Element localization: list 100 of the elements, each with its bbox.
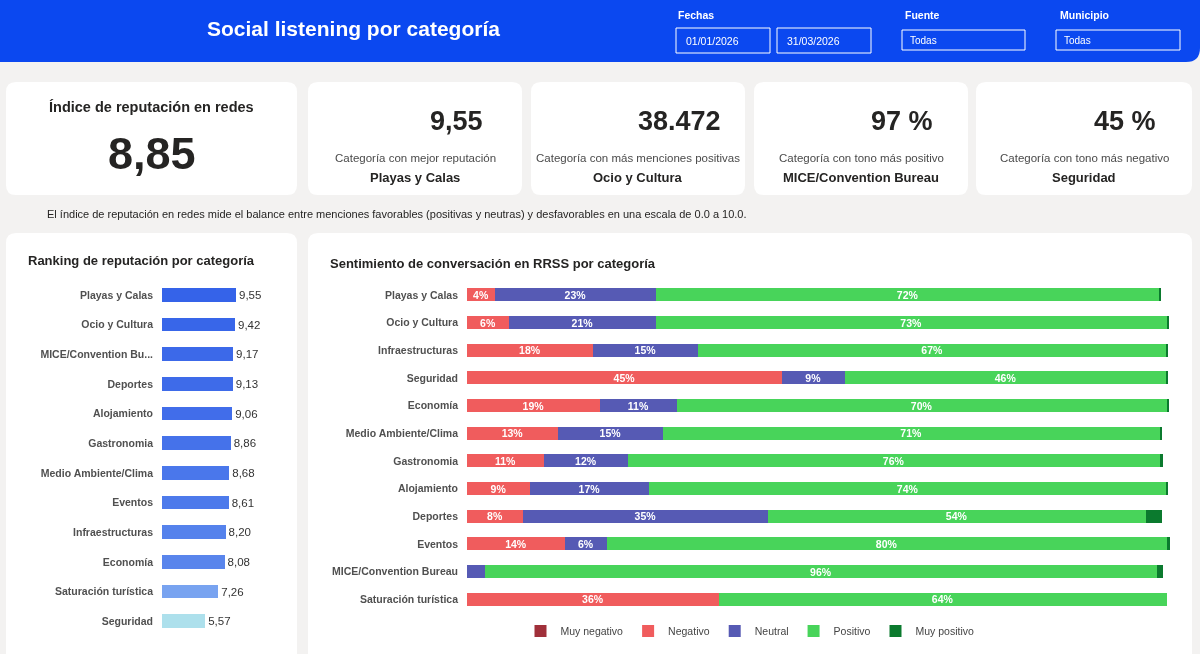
text: Categoría con mejor reputación xyxy=(335,152,497,164)
text: 31/03/2026 xyxy=(787,35,840,47)
data-label: 18% xyxy=(519,344,541,357)
data-label: 8,86 xyxy=(233,437,257,450)
bar xyxy=(162,436,231,451)
y-tick-label: MICE/Convention Bureau xyxy=(331,565,458,578)
data-label: 6% xyxy=(480,316,496,329)
data-label: 9,17 xyxy=(236,348,259,361)
data-label: 12% xyxy=(575,454,597,467)
data-label: 70% xyxy=(910,399,933,412)
data-label: 9% xyxy=(805,371,822,384)
bar xyxy=(467,399,600,412)
bar xyxy=(627,454,1160,468)
bar xyxy=(557,426,663,440)
y-tick-label: Eventos xyxy=(112,496,154,509)
bar xyxy=(529,482,649,495)
y-tick-label: Saturación turística xyxy=(359,592,459,605)
text: MICE/Convention Bureau xyxy=(783,170,940,185)
text: 9,55 xyxy=(430,106,483,136)
bar xyxy=(162,406,233,421)
text: Municipio xyxy=(1060,9,1109,21)
chart-title: Ranking de reputación por categoría xyxy=(28,253,255,268)
data-label: 54% xyxy=(945,510,968,523)
bar xyxy=(485,565,1157,578)
legend-label: Muy positivo xyxy=(915,625,975,638)
bar xyxy=(162,525,226,540)
bar xyxy=(162,584,219,599)
bar xyxy=(162,347,234,362)
y-tick-label: Economía xyxy=(407,399,459,412)
legend-label: Neutral xyxy=(754,625,789,638)
data-label: 23% xyxy=(564,288,587,301)
bar xyxy=(655,288,1160,302)
text: 01/01/2026 xyxy=(686,35,739,47)
y-tick-label: Deportes xyxy=(107,377,154,390)
bar xyxy=(162,317,235,332)
bar xyxy=(1145,509,1163,523)
chart-title: Sentimiento de conversación en RRSS por categoría xyxy=(330,256,656,271)
bar xyxy=(676,399,1167,412)
data-label: 17% xyxy=(578,482,601,495)
bar xyxy=(494,288,656,302)
data-label: 21% xyxy=(571,316,594,329)
bar xyxy=(1166,316,1169,329)
data-label: 45% xyxy=(613,371,636,384)
y-tick-label: Medio Ambiente/Clima xyxy=(345,426,459,439)
data-label: 71% xyxy=(900,427,923,440)
data-label: 9,06 xyxy=(235,407,258,420)
text: Categoría con más menciones positivas xyxy=(536,152,741,164)
y-tick-label: Ocio y Cultura xyxy=(81,318,154,331)
y-tick-label: Playas y Calas xyxy=(385,288,459,301)
y-tick-label: Gastronomia xyxy=(393,454,459,467)
text: 8,85 xyxy=(108,128,196,179)
y-tick-label: Deportes xyxy=(412,509,459,522)
data-label: 5,57 xyxy=(208,615,231,628)
bar xyxy=(648,482,1167,495)
data-label: 4% xyxy=(473,288,489,301)
data-label: 35% xyxy=(634,510,657,523)
y-tick-label: Ocio y Cultura xyxy=(386,316,459,329)
y-tick-label: Gastronomia xyxy=(88,436,154,449)
legend-label: Negativo xyxy=(668,625,710,638)
text: Seguridad xyxy=(1052,170,1116,185)
y-tick-label: Economía xyxy=(102,555,154,568)
text: El índice de reputación en redes mide el balance entre menciones favorables (positivas y neutras) y desfavorables en una escala de 0.0 a 10.0. xyxy=(47,208,747,220)
data-label: 72% xyxy=(896,288,919,301)
data-label: 19% xyxy=(522,399,545,412)
text: Fuente xyxy=(905,9,940,21)
y-tick-label: Infraestructuras xyxy=(378,343,459,356)
data-label: 80% xyxy=(875,537,898,550)
data-label: 8,61 xyxy=(231,496,255,509)
data-label: 76% xyxy=(882,454,905,467)
y-tick-label: Seguridad xyxy=(406,371,458,384)
data-label: 6% xyxy=(578,537,594,550)
bar xyxy=(718,592,1167,606)
bar xyxy=(1166,399,1169,412)
text: Social listening por categoría xyxy=(207,17,501,40)
bar xyxy=(606,537,1167,551)
text: Categoría con tono más positivo xyxy=(779,152,944,164)
data-label: 13% xyxy=(501,427,524,440)
bar xyxy=(844,371,1167,385)
data-label: 8,20 xyxy=(228,526,251,539)
text: 97 % xyxy=(871,106,933,136)
text: Todas xyxy=(1064,35,1091,46)
bar xyxy=(467,537,565,551)
data-label: 9,42 xyxy=(237,318,261,331)
y-tick-label: Infraestructuras xyxy=(73,525,154,538)
bar xyxy=(162,554,225,569)
bar xyxy=(162,287,236,302)
text: Fechas xyxy=(678,9,715,21)
bar xyxy=(467,592,719,606)
bar xyxy=(508,316,656,329)
bar xyxy=(662,426,1160,440)
bar xyxy=(162,614,206,629)
bar xyxy=(162,465,230,480)
y-tick-label: Playas y Calas xyxy=(80,288,154,301)
data-label: 9,55 xyxy=(239,288,262,301)
data-label: 15% xyxy=(599,427,622,440)
bar xyxy=(467,565,486,578)
data-label: 8% xyxy=(487,510,503,523)
bar xyxy=(655,316,1167,329)
text: 45 % xyxy=(1094,106,1156,136)
data-label: 8,68 xyxy=(232,466,255,479)
